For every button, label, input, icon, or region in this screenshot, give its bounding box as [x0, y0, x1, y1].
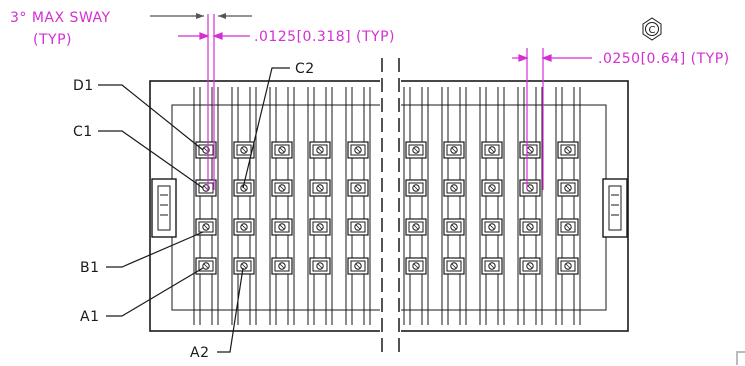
contact-d: [443, 141, 465, 159]
contact-a: [233, 257, 255, 275]
contact-d: [405, 141, 427, 159]
row-label-b1: B1: [80, 260, 100, 276]
dimension-left-label: .0125[0.318] (TYP): [254, 29, 395, 45]
contact-c: [481, 179, 503, 197]
contact-d: [481, 141, 503, 159]
break-gap: [380, 55, 401, 360]
contact-label-c2: C2: [295, 61, 315, 77]
latch-left: [151, 178, 177, 238]
dimension-left: [178, 14, 250, 190]
sway-typ-label: (TYP): [33, 32, 72, 48]
contact-b: [195, 218, 217, 236]
contact-d: [195, 141, 217, 159]
contact-b: [347, 218, 369, 236]
sway-indicator: [150, 13, 252, 19]
contact-c: [271, 179, 293, 197]
contact-b: [271, 218, 293, 236]
contact-a: [557, 257, 579, 275]
contact-b: [233, 218, 255, 236]
dimension-right: [512, 48, 592, 190]
contact-c: [405, 179, 427, 197]
revision-symbol-letter: C: [649, 25, 656, 36]
latch-right: [602, 178, 628, 238]
slots-left: [193, 87, 371, 325]
contact-a: [405, 257, 427, 275]
contact-c: [443, 179, 465, 197]
contact-d: [347, 141, 369, 159]
row-label-d1: D1: [73, 78, 94, 94]
contact-c: [309, 179, 331, 197]
contact-b: [443, 218, 465, 236]
row-label-a1: A1: [80, 309, 99, 325]
contact-a: [271, 257, 293, 275]
sway-label: 3° MAX SWAY: [10, 10, 111, 26]
contact-c: [195, 179, 217, 197]
leaders: [98, 67, 290, 353]
slots-right: [403, 87, 581, 325]
contact-d: [271, 141, 293, 159]
contact-a: [347, 257, 369, 275]
contact-label-a2: A2: [190, 345, 209, 361]
dimension-right-label: .0250[0.64] (TYP): [598, 51, 730, 67]
contact-a: [443, 257, 465, 275]
contact-b: [481, 218, 503, 236]
contact-c: [519, 179, 541, 197]
contact-a: [195, 257, 217, 275]
contact-a: [309, 257, 331, 275]
contact-a: [519, 257, 541, 275]
contact-d: [519, 141, 541, 159]
corner-mark: [736, 351, 745, 365]
contact-c: [557, 179, 579, 197]
contact-b: [519, 218, 541, 236]
contact-b: [405, 218, 427, 236]
contact-a: [481, 257, 503, 275]
contact-b: [557, 218, 579, 236]
revision-symbol: C: [642, 17, 662, 41]
contact-c: [347, 179, 369, 197]
contact-b: [309, 218, 331, 236]
contact-d: [309, 141, 331, 159]
row-label-c1: C1: [73, 124, 93, 140]
contact-d: [557, 141, 579, 159]
